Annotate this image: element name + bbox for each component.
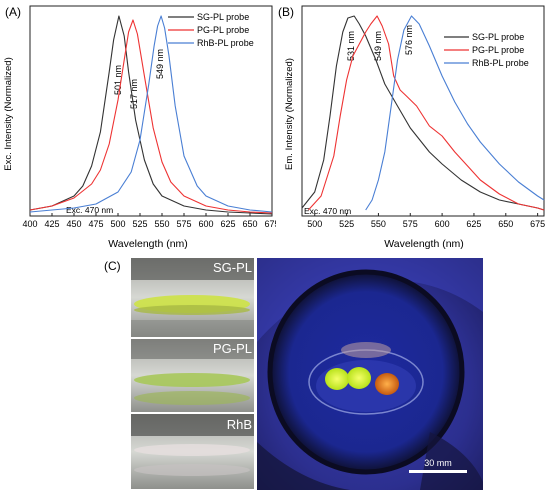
plot-frame-b	[301, 5, 545, 217]
vial-photo-pg: PG-PL	[131, 339, 254, 412]
x-tick-label-a-10: 650	[242, 219, 257, 229]
x-tick-label-a-7: 575	[176, 219, 191, 229]
fluorescence-photo: 30 mm	[257, 258, 483, 490]
x-tick-label-b-4: 600	[435, 219, 450, 229]
y-axis-label-a: Exc. Intensity (Normalized)	[3, 57, 14, 171]
x-tick-label-a-11: 675	[264, 219, 276, 229]
vial-label-rhb: RhB	[227, 417, 252, 432]
peak-label-a-1: 501 nm	[113, 65, 123, 95]
series-line-b-0	[301, 15, 545, 211]
series-line-b-1	[307, 15, 545, 211]
y-axis-label-b: Em. Intensity (Normalized)	[284, 58, 295, 170]
x-tick-label-a-6: 550	[154, 219, 169, 229]
plot-frame-a	[29, 5, 273, 217]
photo-panel: (C) SG-PL PG-PL RhB 30	[104, 258, 483, 490]
exc-note-a: Exc. 470 nm	[66, 205, 113, 215]
x-tick-label-a-9: 625	[220, 219, 235, 229]
series-line-a-2	[29, 15, 273, 213]
peak-label-b-1: 531 nm	[346, 31, 356, 61]
exc-note-b: Exc. 470 nm	[304, 206, 351, 216]
chart-emission: (B) Em. Intensity (Normalized) Wavelengt…	[278, 5, 545, 250]
x-tick-label-b-6: 650	[498, 219, 513, 229]
peak-label-b-2: 549 nm	[373, 31, 383, 61]
series-line-b-2	[365, 15, 545, 211]
vial-label-sg: SG-PL	[213, 260, 252, 275]
panel-label-b: (B)	[278, 5, 294, 19]
x-tick-label-a-2: 450	[66, 219, 81, 229]
peak-label-a-3: 549 nm	[155, 49, 165, 79]
panel-label-a: (A)	[5, 5, 21, 19]
scale-bar-label: 30 mm	[424, 458, 452, 468]
x-axis-label-b: Wavelength (nm)	[384, 238, 464, 250]
legend-label-b-pg: PG-PL probe	[472, 45, 524, 55]
legend-label-b-sg: SG-PL probe	[472, 32, 524, 42]
legend-label-a-sg: SG-PL probe	[197, 12, 249, 22]
x-tick-label-a-5: 525	[132, 219, 147, 229]
legend-b: SG-PL probe PG-PL probe RhB-PL probe	[444, 32, 529, 68]
x-tick-label-a-0: 400	[22, 219, 37, 229]
legend-label-b-rhb: RhB-PL probe	[472, 58, 529, 68]
legend-label-a-rhb: RhB-PL probe	[197, 38, 254, 48]
x-tick-label-a-3: 475	[88, 219, 103, 229]
series-line-a-0	[29, 15, 273, 215]
x-tick-label-b-1: 525	[339, 219, 354, 229]
x-tick-label-b-5: 625	[466, 219, 481, 229]
x-axis-label-a: Wavelength (nm)	[108, 238, 188, 250]
x-tick-label-a-1: 425	[44, 219, 59, 229]
vial-photo-sg: SG-PL	[131, 258, 254, 337]
series-line-a-1	[29, 19, 273, 214]
x-tick-label-b-7: 675	[530, 219, 545, 229]
peak-label-a-2: 517 nm	[129, 79, 139, 109]
chart-excitation: (A) Exc. Intensity (Normalized) Waveleng…	[3, 5, 276, 250]
peak-label-b-3: 576 nm	[404, 25, 414, 55]
legend-label-a-pg: PG-PL probe	[197, 25, 249, 35]
x-tick-label-b-2: 550	[371, 219, 386, 229]
x-tick-label-b-3: 575	[403, 219, 418, 229]
legend-a: SG-PL probe PG-PL probe RhB-PL probe	[168, 12, 254, 48]
vial-photo-rhb: RhB	[131, 414, 254, 489]
scale-bar	[409, 470, 467, 473]
x-tick-label-a-8: 600	[198, 219, 213, 229]
x-tick-label-b-0: 500	[307, 219, 322, 229]
panel-label-c: (C)	[104, 259, 121, 273]
vial-label-pg: PG-PL	[213, 341, 252, 356]
x-tick-label-a-4: 500	[110, 219, 125, 229]
